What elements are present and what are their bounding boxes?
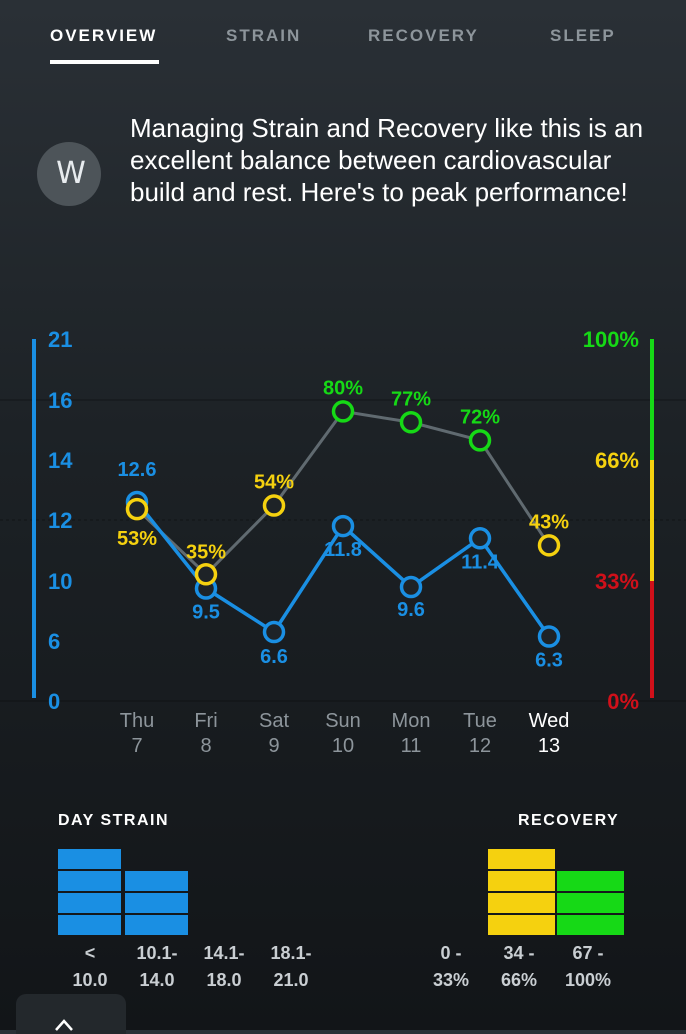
tab-overview[interactable]: OVERVIEW [50,26,158,45]
tab-sleep[interactable]: SLEEP [550,26,616,45]
recovery-value-label: 53% [117,528,157,550]
x-day-label: Fri [194,710,217,732]
strain-value-label: 9.6 [397,599,425,621]
recovery-value-label: 54% [254,472,294,494]
histogram-block [125,893,188,913]
x-day-label: Thu [120,710,154,732]
histogram-block [488,893,555,913]
strain-point[interactable] [262,620,286,644]
active-tab-indicator [50,60,159,64]
x-date-label: 7 [131,735,142,757]
x-day-label: Sat [259,710,289,732]
recovery-value-label: 80% [323,377,363,399]
recovery-value-label: 77% [391,388,431,410]
home-icon[interactable] [54,1018,74,1032]
recovery-value-label: 72% [460,406,500,428]
recovery-point[interactable] [537,534,561,557]
strain-recovery-chart: 21 16 14 12 10 6 0 100% 66% 33% 0% 12.6 9.5 6.6 11.8 9.… [0,327,686,757]
recovery-point[interactable] [125,497,149,521]
recovery-bin-label: 0 -33% [432,943,470,990]
coach-logo-icon: W [37,142,101,206]
histogram-block [58,871,121,891]
histogram-block [58,893,121,913]
histograms [58,849,624,935]
recovery-tick-label: 0% [607,689,639,714]
histogram-block [488,871,555,891]
day-strain-bin-label: <10.0 [72,943,108,990]
tab-strain[interactable]: STRAIN [226,26,302,45]
histogram-block [557,893,624,913]
histogram-block [557,871,624,891]
strain-point[interactable] [468,527,492,550]
recovery-hist-title: RECOVERY [518,812,620,829]
strain-value-label: 12.6 [118,459,157,481]
recovery-point[interactable] [468,429,492,452]
strain-point[interactable] [331,514,355,538]
strain-point[interactable] [399,575,423,599]
x-day-label: Sun [325,710,361,732]
x-date-label: 13 [538,735,560,757]
recovery-tick-label: 66% [595,448,639,473]
recovery-point[interactable] [194,563,218,586]
day-strain-title: DAY STRAIN [58,812,170,829]
x-date-label: 12 [469,735,491,757]
x-date-label: 8 [200,735,211,757]
strain-point[interactable] [537,625,561,648]
tab-recovery[interactable]: RECOVERY [368,26,479,45]
strain-tick-label: 12 [48,508,72,533]
strain-tick-label: 14 [48,448,73,473]
coach-message: Managing Strain and Recovery like this i… [130,113,644,207]
day-strain-bin-label: 10.1- 14.0 [136,943,178,990]
day-strain-bin-label: 18.1- 21.0 [270,943,312,990]
x-date-label: 11 [401,735,422,757]
strain-tick-label: 6 [48,629,60,654]
strain-value-label: 9.5 [192,602,220,624]
recovery-point[interactable] [399,411,423,434]
recovery-point[interactable] [262,494,286,517]
x-date-label: 10 [332,735,354,757]
recovery-tick-label: 33% [595,569,639,594]
x-day-label: Mon [392,710,431,732]
tab-bar: OVERVIEW STRAIN RECOVERY SLEEP [0,0,686,70]
strain-tick-label: 10 [48,569,72,594]
recovery-value-label: 43% [529,511,569,533]
recovery-bin-label: 34 -66% [500,943,538,990]
histogram-block [488,915,555,935]
recovery-tick-label: 100% [583,327,639,352]
strain-tick-label: 16 [48,388,72,413]
strain-value-label: 6.3 [535,650,563,672]
day-strain-bin-label: 14.1- 18.0 [203,943,245,990]
strain-value-label: 11.4 [461,551,500,573]
histogram-block [58,849,121,869]
recovery-point[interactable] [331,400,355,423]
histogram-block [488,849,555,869]
histogram-block [58,915,121,935]
x-day-label: Wed [529,710,570,732]
strain-value-label: 11.8 [324,539,362,561]
histogram-block [125,915,188,935]
histogram-block [125,871,188,891]
strain-tick-label: 21 [48,327,72,352]
strain-value-label: 6.6 [260,646,288,668]
x-day-label: Tue [463,710,497,732]
recovery-value-label: 35% [186,541,226,563]
recovery-bin-label: 67 -100% [564,943,612,990]
strain-tick-label: 0 [48,689,60,714]
x-date-label: 9 [268,735,279,757]
histogram-block [557,915,624,935]
